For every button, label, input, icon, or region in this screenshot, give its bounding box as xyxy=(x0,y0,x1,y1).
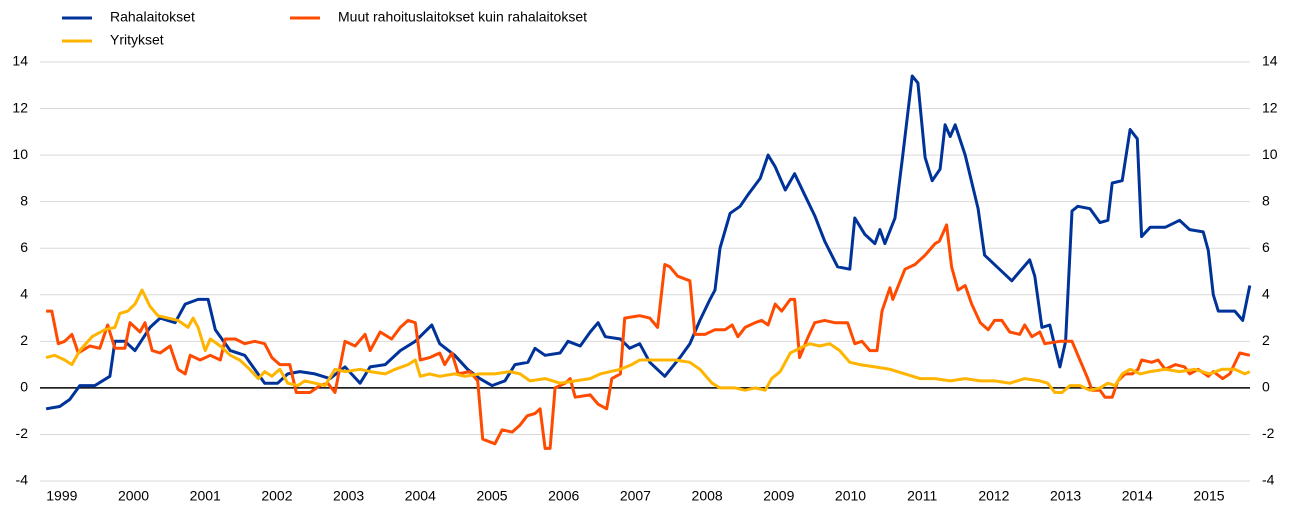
x-tick-label: 2014 xyxy=(1122,488,1153,504)
x-tick-label: 2008 xyxy=(692,488,723,504)
y2-tick-label: 12 xyxy=(1262,99,1278,115)
x-tick-label: 2003 xyxy=(333,488,364,504)
x-tick-label: 2002 xyxy=(261,488,292,504)
x-tick-label: 2013 xyxy=(1050,488,1081,504)
x-tick-label: 2001 xyxy=(190,488,221,504)
y-tick-label: 12 xyxy=(12,99,28,115)
y-tick-label: 8 xyxy=(20,192,28,208)
y2-tick-label: 8 xyxy=(1262,192,1270,208)
legend-label: Yritykset xyxy=(110,32,164,48)
y-tick-label: 4 xyxy=(20,285,28,301)
x-tick-label: 2015 xyxy=(1193,488,1224,504)
y-tick-label: -2 xyxy=(16,425,29,441)
y2-tick-label: 2 xyxy=(1262,332,1270,348)
x-tick-label: 2004 xyxy=(405,488,436,504)
y-tick-label: -4 xyxy=(16,472,29,488)
x-tick-label: 2000 xyxy=(118,488,149,504)
y2-tick-label: 14 xyxy=(1262,53,1278,69)
y-tick-label: 6 xyxy=(20,239,28,255)
x-tick-label: 2012 xyxy=(978,488,1009,504)
x-tick-label: 2009 xyxy=(763,488,794,504)
x-tick-label: 2006 xyxy=(548,488,579,504)
y-tick-label: 2 xyxy=(20,332,28,348)
x-tick-label: 2007 xyxy=(620,488,651,504)
y2-tick-label: 10 xyxy=(1262,146,1278,162)
x-tick-label: 1999 xyxy=(46,488,77,504)
x-tick-label: 2010 xyxy=(835,488,866,504)
y-tick-label: 14 xyxy=(12,53,28,69)
legend-label: Rahalaitokset xyxy=(110,9,195,25)
y2-tick-label: -2 xyxy=(1262,425,1275,441)
y2-tick-label: 6 xyxy=(1262,239,1270,255)
y2-tick-label: -4 xyxy=(1262,472,1275,488)
series-line xyxy=(46,223,1251,450)
x-tick-label: 2011 xyxy=(907,488,937,504)
series-line xyxy=(45,288,1251,394)
y-tick-label: 0 xyxy=(20,379,28,395)
legend-label: Muut rahoituslaitokset kuin rahalaitokse… xyxy=(338,9,587,25)
y2-tick-label: 0 xyxy=(1262,379,1270,395)
y2-tick-label: 4 xyxy=(1262,285,1270,301)
y-tick-label: 10 xyxy=(12,146,28,162)
x-tick-label: 2005 xyxy=(476,488,507,504)
series-line xyxy=(45,74,1252,411)
